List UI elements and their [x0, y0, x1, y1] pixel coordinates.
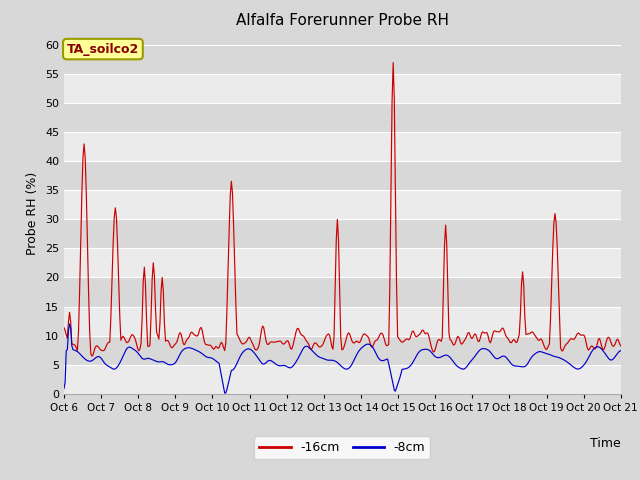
Bar	[64, 45, 621, 74]
Bar	[64, 336, 621, 365]
Title: Alfalfa Forerunner Probe RH: Alfalfa Forerunner Probe RH	[236, 13, 449, 28]
Bar	[64, 132, 621, 161]
Y-axis label: Probe RH (%): Probe RH (%)	[26, 172, 40, 255]
Bar	[64, 277, 621, 307]
Bar	[64, 191, 621, 219]
Bar	[64, 103, 621, 132]
Legend: -16cm, -8cm: -16cm, -8cm	[254, 436, 430, 459]
Bar	[64, 219, 621, 249]
Bar	[64, 365, 621, 394]
Text: TA_soilco2: TA_soilco2	[67, 43, 139, 56]
Bar	[64, 249, 621, 277]
Text: Time: Time	[590, 437, 621, 450]
Bar	[64, 307, 621, 336]
Bar	[64, 161, 621, 191]
Bar	[64, 74, 621, 103]
